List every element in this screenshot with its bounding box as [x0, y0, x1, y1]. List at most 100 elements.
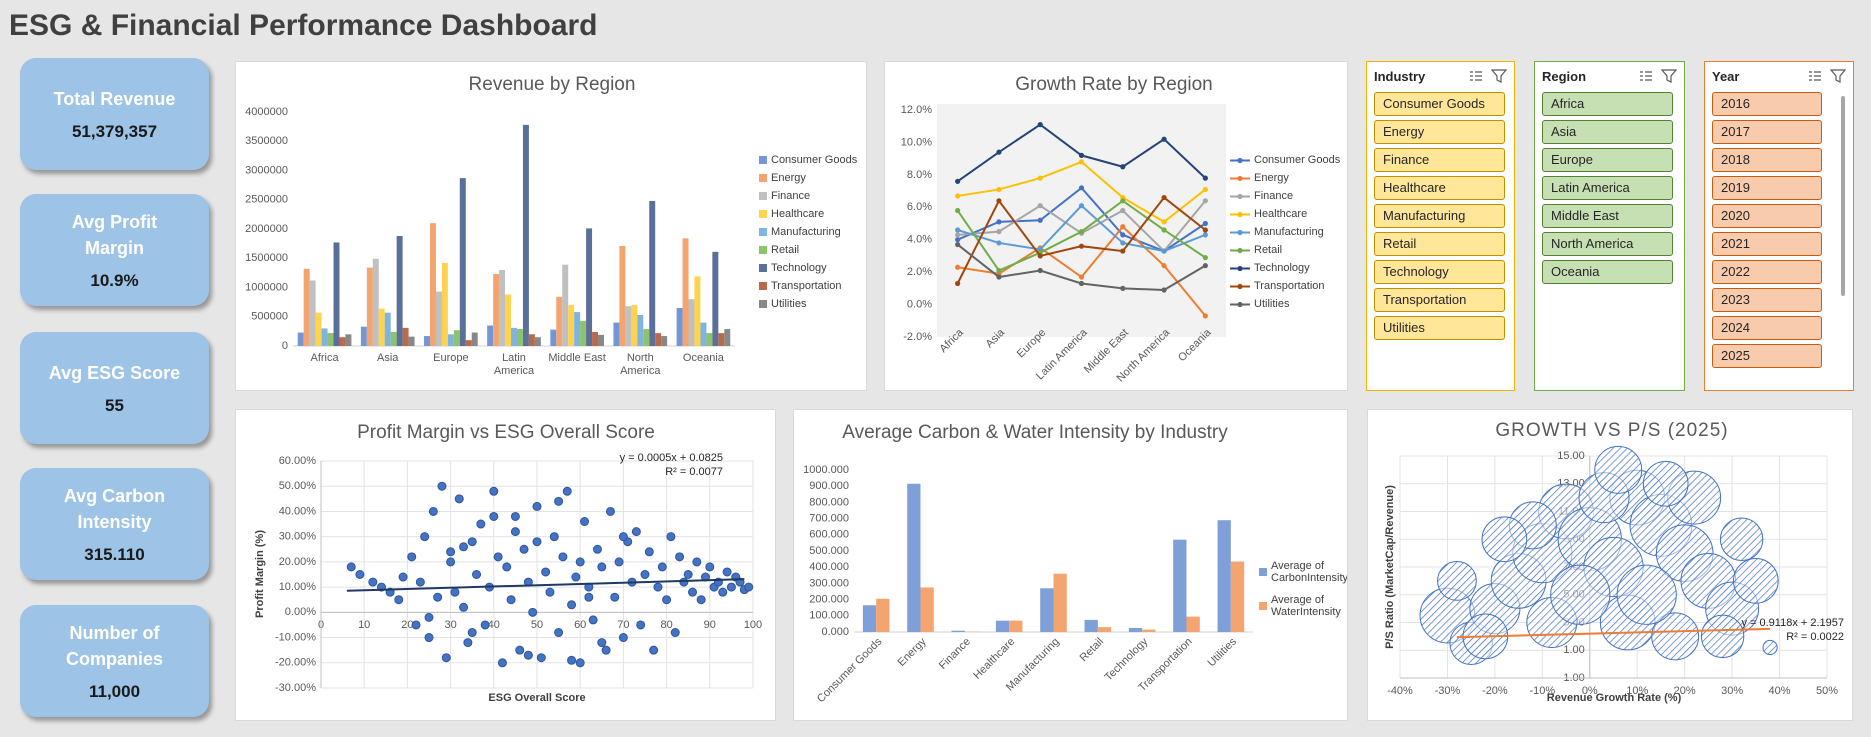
- bar: [568, 305, 575, 346]
- bar: [876, 598, 890, 632]
- slicer-item[interactable]: Europe: [1542, 148, 1673, 172]
- legend-box: [759, 156, 767, 164]
- slicer-item[interactable]: Retail: [1374, 232, 1505, 256]
- bar: [598, 334, 604, 346]
- y-tick-label: -30.00%: [275, 682, 316, 694]
- chart-title: Growth Rate by Region: [1015, 74, 1213, 95]
- scrollbar[interactable]: [1841, 96, 1845, 296]
- y-tick-label: 0.000: [821, 626, 849, 638]
- x-tick-label: Utilities: [1205, 635, 1239, 669]
- bar: [556, 296, 563, 346]
- line-marker: [1202, 198, 1208, 204]
- slicer-item[interactable]: North America: [1542, 232, 1673, 256]
- legend-label: Retail: [1254, 244, 1283, 256]
- bar: [408, 336, 415, 346]
- line-marker: [996, 219, 1002, 225]
- x-tick-label: -40%: [1387, 685, 1413, 697]
- slicer-item[interactable]: 2019: [1712, 176, 1822, 200]
- legend-item: Average of WaterIntensity: [1259, 594, 1345, 618]
- bar: [424, 336, 430, 346]
- slicer-item[interactable]: Energy: [1374, 120, 1505, 144]
- point: [670, 628, 680, 638]
- point: [575, 658, 585, 668]
- point: [528, 607, 538, 617]
- slicer-item[interactable]: 2017: [1712, 120, 1822, 144]
- slicer-item[interactable]: 2023: [1712, 288, 1822, 312]
- line-marker: [1120, 240, 1126, 246]
- point: [446, 557, 456, 567]
- slicer-item[interactable]: Manufacturing: [1374, 204, 1505, 228]
- slicer-item[interactable]: 2018: [1712, 148, 1822, 172]
- bar: [694, 276, 701, 346]
- legend-item: Energy: [1230, 172, 1345, 184]
- point: [472, 570, 482, 579]
- legend-box: [759, 300, 767, 308]
- point: [575, 557, 585, 567]
- bar: [459, 178, 466, 346]
- slicer-icons[interactable]: [1468, 68, 1508, 84]
- slicer-item[interactable]: Transportation: [1374, 288, 1505, 312]
- point: [441, 653, 451, 663]
- bar: [372, 258, 379, 346]
- line-marker: [1202, 263, 1208, 269]
- legend-marker: [1237, 283, 1243, 289]
- point: [649, 645, 659, 655]
- legend-marker: [1237, 211, 1243, 217]
- legend-marker: [1237, 229, 1243, 235]
- slicer-item[interactable]: 2024: [1712, 316, 1822, 340]
- point: [394, 595, 404, 605]
- legend-box: [759, 282, 767, 290]
- slicer-item[interactable]: Consumer Goods: [1374, 92, 1505, 116]
- bar: [505, 294, 512, 346]
- chart: Revenue by Region 0 500000 1000000 1500000 20…: [245, 74, 735, 352]
- point: [454, 494, 464, 504]
- slicer-icons[interactable]: [1807, 68, 1847, 84]
- bar: [528, 334, 535, 346]
- legend-item: Technology: [759, 262, 864, 274]
- kpi-card: Avg Carbon Intensity 315.110: [20, 468, 209, 580]
- slicer-item[interactable]: Utilities: [1374, 316, 1505, 340]
- slicer-item[interactable]: Finance: [1374, 148, 1505, 172]
- legend-item: Utilities: [1230, 298, 1345, 310]
- slicer-item[interactable]: 2020: [1712, 204, 1822, 228]
- line-marker: [1120, 207, 1126, 214]
- chart: Average Carbon & Water Intensity by Indu…: [803, 422, 1253, 705]
- y-tick-label: 2500000: [245, 194, 288, 206]
- bubble: [1762, 639, 1778, 656]
- bubble: [1481, 516, 1528, 563]
- bubble: [1437, 561, 1477, 601]
- slicer-item[interactable]: Healthcare: [1374, 176, 1505, 200]
- slicer-icons[interactable]: [1638, 68, 1678, 84]
- point: [558, 552, 568, 562]
- bar: [396, 236, 403, 346]
- slicer-item[interactable]: 2016: [1712, 92, 1822, 116]
- legend-swatch: [1230, 211, 1250, 217]
- legend-item: Healthcare: [1230, 208, 1345, 220]
- bar: [402, 327, 409, 346]
- y-tick-label: 1000.000: [803, 464, 849, 476]
- slicer-item[interactable]: Technology: [1374, 260, 1505, 284]
- slicer-item[interactable]: 2022: [1712, 260, 1822, 284]
- slicer-item[interactable]: Africa: [1542, 92, 1673, 116]
- slicer-item[interactable]: 2021: [1712, 232, 1822, 256]
- y-tick-label: 500.000: [809, 545, 849, 557]
- bar: [378, 308, 385, 346]
- slicer-item[interactable]: Latin America: [1542, 176, 1673, 200]
- slicer-item[interactable]: Asia: [1542, 120, 1673, 144]
- bar: [1040, 588, 1054, 632]
- x-tick-label: 90: [704, 619, 716, 631]
- line-marker: [1037, 267, 1043, 274]
- slicer-item[interactable]: Oceania: [1542, 260, 1673, 284]
- legend-swatch: [1230, 265, 1250, 271]
- legend-label: Healthcare: [771, 208, 825, 220]
- slicer-item[interactable]: Middle East: [1542, 204, 1673, 228]
- kpi-value: 11,000: [88, 682, 141, 701]
- point: [415, 577, 425, 587]
- line-marker: [955, 227, 961, 233]
- x-tick-label: Middle East: [548, 352, 606, 364]
- slicer-item[interactable]: 2025: [1712, 344, 1822, 368]
- point: [489, 486, 499, 496]
- bar: [619, 245, 626, 346]
- y-tick-label: 60.00%: [279, 455, 317, 467]
- point: [497, 658, 507, 668]
